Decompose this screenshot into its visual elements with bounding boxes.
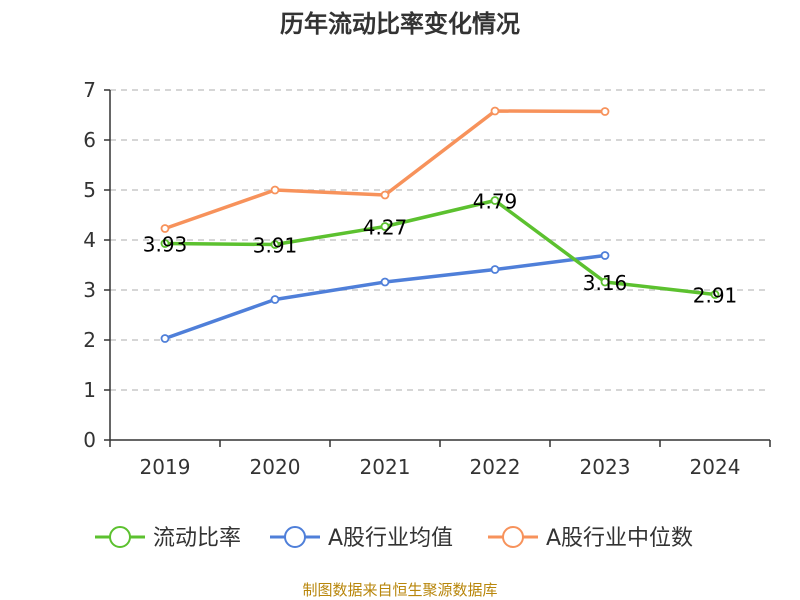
source-note: 制图数据来自恒生聚源数据库 [302,581,497,599]
legend-label: A股行业中位数 [546,526,693,551]
data-label: 3.16 [583,271,628,295]
series-line [164,253,606,341]
y-tick-label: 4 [83,228,96,252]
data-point [160,224,170,233]
data-point [490,265,500,274]
x-tick-label: 2021 [360,455,411,479]
axes: 0 1 2 3 4 5 6 7 2019 2020 2021 2022 2023 2024 [83,78,771,479]
legend-label: 流动比率 [153,526,241,551]
data-point [270,240,280,249]
x-tick-label: 2022 [470,455,521,479]
data-labels: 3.93 3.91 4.27 4.79 3.16 2.91 [143,190,738,308]
grid-lines [110,89,770,391]
data-label: 4.79 [473,190,518,214]
x-tick-label: 2024 [690,455,741,479]
data-point [710,290,720,299]
x-tick-label: 2023 [580,455,631,479]
data-point [380,222,390,231]
data-label: 3.93 [143,233,188,257]
legend-item: 流动比率 [95,526,241,551]
legend-swatch-marker [109,526,131,548]
data-point [270,185,280,195]
legend-swatch-marker [284,526,306,548]
data-point [160,239,170,248]
data-point [380,277,390,287]
y-tick-label: 6 [83,128,96,152]
legend-swatch-marker [502,526,524,548]
y-tick-label: 0 [83,428,96,452]
legend-item: A股行业中位数 [488,526,693,551]
data-point [600,107,610,116]
data-label: 3.91 [253,234,298,258]
data-point [600,277,610,287]
data-label: 4.27 [363,216,408,240]
x-tick-label: 2019 [140,455,191,479]
x-tick-label: 2020 [250,455,301,479]
data-point [490,106,500,116]
y-tick-label: 2 [83,328,96,352]
y-tick-label: 1 [83,378,96,402]
series-line [164,198,716,297]
data-point [380,190,390,200]
y-tick-label: 5 [83,178,96,202]
data-point [160,334,170,343]
data-point [600,251,610,260]
y-tick-label: 7 [83,78,96,102]
legend-label: A股行业均值 [328,526,453,551]
data-point [490,196,500,205]
chart-title: 历年流动比率变化情况 [280,10,520,38]
legend: 流动比率 A股行业均值 A股行业中位数 [95,526,693,551]
data-label: 2.91 [693,284,738,308]
series-line [164,109,606,231]
y-tick-label: 3 [83,278,96,302]
series-layer [160,106,720,343]
data-point [270,295,280,304]
legend-item: A股行业均值 [270,526,453,551]
